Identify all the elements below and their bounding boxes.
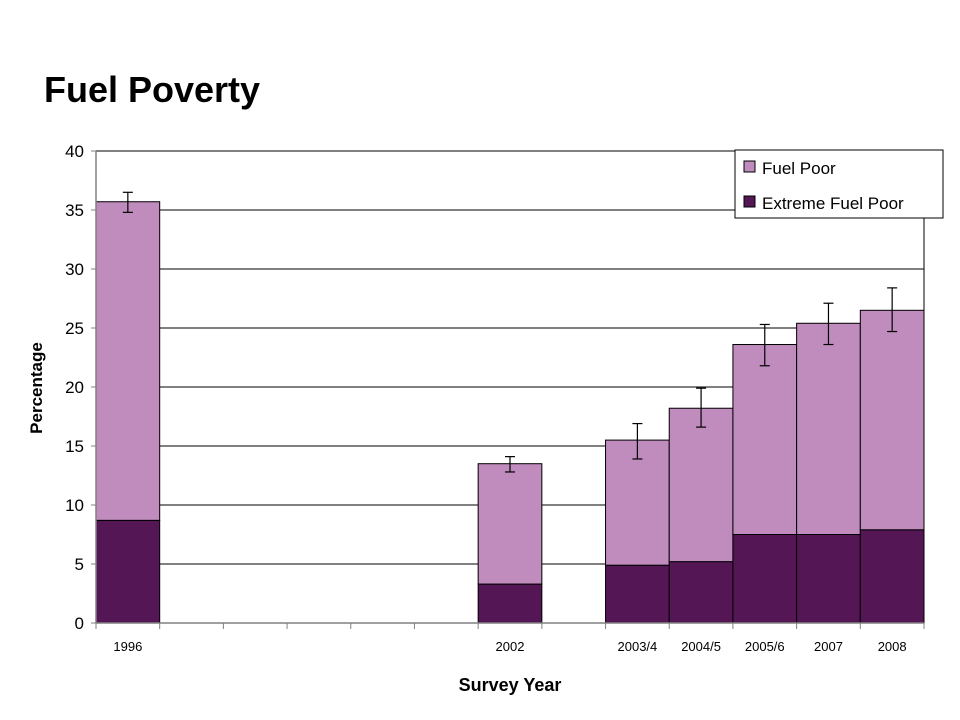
legend-label-extreme-fuel-poor: Extreme Fuel Poor — [762, 194, 904, 213]
error-bars — [122, 191, 898, 473]
axes — [91, 150, 925, 629]
bar-extreme-fuel-poor — [95, 519, 161, 624]
bar-extreme-fuel-poor — [668, 561, 734, 624]
bar-extreme-fuel-poor — [732, 534, 798, 624]
y-tick-label: 0 — [75, 614, 84, 633]
bar-fuel-poor — [668, 407, 734, 563]
bars — [95, 201, 925, 624]
bar-fuel-poor — [605, 439, 670, 566]
x-tick-label: 2008 — [878, 639, 907, 654]
y-tick-label: 5 — [75, 555, 84, 574]
legend-swatch-extreme-fuel-poor — [743, 195, 756, 208]
x-tick-label: 2002 — [496, 639, 525, 654]
y-tick-label: 25 — [65, 319, 84, 338]
x-tick-label: 2005/6 — [745, 639, 785, 654]
y-tick-label: 15 — [65, 437, 84, 456]
y-tick-label: 10 — [65, 496, 84, 515]
bar-fuel-poor — [477, 463, 543, 585]
legend-label-fuel-poor: Fuel Poor — [762, 159, 836, 178]
bar-fuel-poor — [859, 309, 925, 531]
y-axis-title: Percentage — [27, 342, 46, 434]
bar-fuel-poor — [732, 344, 798, 535]
bar-extreme-fuel-poor — [859, 529, 925, 624]
bar-extreme-fuel-poor — [605, 564, 670, 624]
legend-box — [734, 149, 944, 219]
bar-extreme-fuel-poor — [796, 534, 861, 624]
bar-fuel-poor — [796, 322, 861, 535]
x-tick-label: 2007 — [814, 639, 843, 654]
y-tick-label: 35 — [65, 201, 84, 220]
y-tick-label: 20 — [65, 378, 84, 397]
bar-extreme-fuel-poor — [477, 583, 543, 624]
x-tick-label: 2003/4 — [618, 639, 658, 654]
x-tick-label: 1996 — [113, 639, 142, 654]
bar-fuel-poor — [95, 201, 161, 521]
tick-labels: 0 5 10 15 20 25 30 35 40 1996 2002 2003/4 2004/5 2005… — [65, 142, 907, 654]
page-title: Fuel Poverty — [44, 69, 261, 110]
legend: Fuel Poor Extreme Fuel Poor — [734, 149, 944, 219]
legend-swatch-fuel-poor — [743, 160, 756, 173]
y-tick-label: 30 — [65, 260, 84, 279]
y-tick-label: 40 — [65, 142, 84, 161]
x-tick-label: 2004/5 — [681, 639, 721, 654]
x-axis-title: Survey Year — [459, 675, 562, 695]
